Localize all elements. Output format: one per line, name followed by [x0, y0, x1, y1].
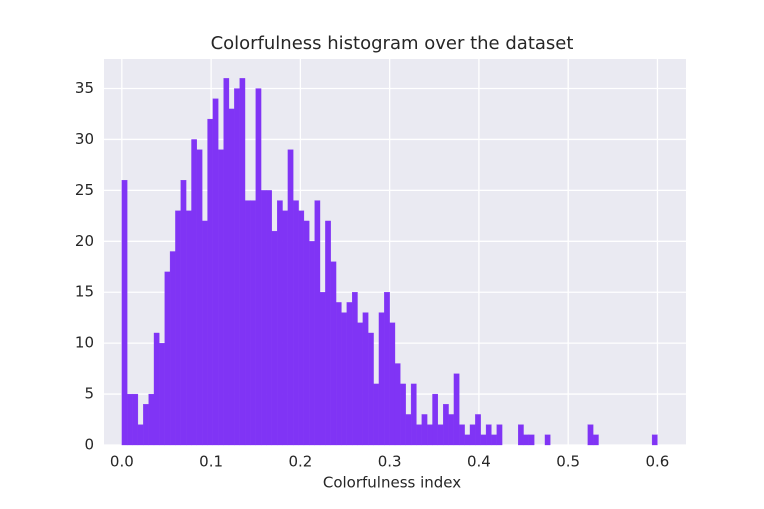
bar	[260, 190, 267, 446]
bar	[330, 261, 337, 446]
bar	[223, 78, 230, 446]
bar	[207, 118, 214, 446]
bar	[651, 434, 658, 446]
bar	[282, 210, 289, 446]
bar	[384, 292, 390, 446]
bar	[378, 312, 385, 446]
y-tick-label: 5	[84, 385, 94, 403]
bar	[448, 414, 455, 446]
bar	[228, 108, 235, 446]
bar	[357, 322, 364, 446]
y-tick-label: 10	[75, 334, 94, 352]
bar	[309, 241, 315, 446]
bar	[421, 414, 428, 446]
bar	[159, 343, 165, 446]
x-tick-label: 0.1	[199, 453, 223, 471]
bar	[523, 434, 530, 446]
bar	[368, 332, 374, 446]
bar	[271, 230, 278, 446]
bar	[400, 383, 406, 446]
bar	[185, 210, 192, 446]
bar	[175, 210, 181, 446]
bar	[239, 78, 246, 446]
bar	[244, 200, 251, 446]
chart-title: Colorfulness histogram over the dataset	[211, 33, 574, 54]
x-tick-label: 0.2	[288, 453, 312, 471]
bar	[491, 434, 497, 446]
bar	[587, 424, 594, 446]
bar	[346, 302, 353, 446]
bar	[335, 302, 342, 446]
bar	[169, 251, 176, 446]
bar	[202, 220, 208, 446]
bar	[469, 424, 476, 446]
bar	[394, 363, 401, 446]
bar	[325, 220, 331, 446]
y-tick-label: 20	[75, 232, 94, 250]
bar	[250, 200, 256, 446]
bar	[443, 404, 449, 446]
bar	[293, 200, 299, 446]
bar	[528, 434, 535, 446]
bar	[341, 312, 347, 446]
bar	[518, 424, 524, 446]
x-tick-label: 0.0	[110, 453, 134, 471]
x-tick-label: 0.5	[556, 453, 580, 471]
bar	[255, 88, 262, 446]
y-tick-label: 35	[75, 79, 94, 97]
bar	[234, 88, 240, 446]
bar	[153, 332, 160, 446]
bar	[212, 98, 219, 446]
bar	[277, 200, 283, 446]
bar	[432, 393, 438, 446]
bar	[314, 200, 321, 446]
bar	[319, 292, 326, 446]
bar	[127, 393, 133, 446]
bar	[191, 139, 197, 446]
x-axis-label: Colorfulness index	[323, 474, 461, 492]
bar	[475, 414, 481, 446]
bar	[121, 180, 128, 446]
bar	[480, 434, 487, 446]
bar	[266, 190, 272, 446]
bar	[410, 383, 417, 446]
bar	[180, 180, 187, 446]
bar	[459, 424, 465, 446]
bar	[143, 404, 149, 446]
x-tick-label: 0.6	[646, 453, 670, 471]
bar	[485, 424, 492, 446]
bar	[298, 210, 305, 446]
bar	[303, 220, 310, 446]
bar	[464, 434, 471, 446]
y-tick-label: 0	[84, 436, 94, 454]
bar	[196, 149, 203, 446]
x-tick-label: 0.4	[467, 453, 491, 471]
x-tick-label: 0.3	[378, 453, 402, 471]
bar	[405, 414, 412, 446]
bar	[287, 149, 294, 446]
y-tick-label: 30	[75, 130, 94, 148]
bar	[164, 271, 171, 446]
bar	[362, 312, 369, 446]
y-tick-label: 15	[75, 283, 94, 301]
bar	[132, 393, 139, 446]
bar	[426, 424, 433, 446]
bar	[544, 434, 551, 446]
bar	[373, 383, 380, 446]
bar	[137, 424, 144, 446]
bar	[389, 322, 396, 446]
bar	[416, 424, 422, 446]
y-tick-label: 25	[75, 181, 94, 199]
bar	[218, 149, 224, 446]
bar	[437, 424, 444, 446]
bar	[453, 373, 460, 446]
bar	[148, 393, 155, 446]
bar	[593, 434, 599, 446]
bar	[352, 292, 358, 446]
bar	[496, 424, 503, 446]
